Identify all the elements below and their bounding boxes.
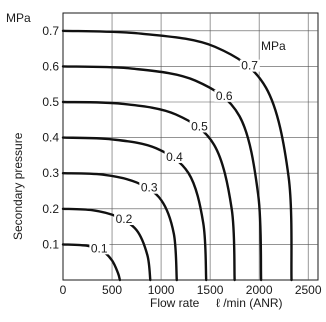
curve-label-background	[239, 59, 260, 72]
curve-0-1	[61, 243, 122, 282]
curve-labels: 0.1 0.2 0.3 0.4 0.5 0.6 0.7	[89, 59, 260, 255]
curve-label: 0.7	[241, 59, 258, 73]
y-tick-label: 0.6	[42, 59, 59, 73]
x-axis-unit: ℓ /min (ANR)	[216, 296, 283, 310]
y-tick-label: 0.3	[42, 166, 59, 180]
ticks: 0 500 1000 1500 2000 25000.10.20.30.40.50.60.…	[42, 24, 322, 297]
plot-area	[62, 12, 319, 281]
x-tick-label: 0	[60, 283, 67, 297]
curve-label: 0.6	[216, 89, 233, 103]
curve-label-background	[189, 120, 210, 133]
x-tick-label: 500	[102, 283, 122, 297]
y-unit-label: MPa	[6, 11, 31, 25]
curve-label-background	[89, 242, 110, 255]
curve-label-background	[139, 181, 160, 194]
x-tick-label: 1000	[148, 283, 175, 297]
x-tick-label: 1500	[197, 283, 224, 297]
curve-label: 0.3	[141, 181, 158, 195]
y-tick-label: 0.1	[42, 237, 59, 251]
x-axis-title: Flow rate	[150, 296, 200, 310]
legend-title: MPa	[261, 39, 286, 53]
curve-label-background	[114, 213, 135, 226]
y-tick-label: 0.7	[42, 24, 59, 38]
curve-label: 0.1	[91, 241, 108, 255]
y-axis-title: Secondary pressure	[11, 132, 25, 240]
y-tick-label: 0.2	[42, 202, 59, 216]
curve-label: 0.5	[191, 119, 208, 133]
curve-label-background	[164, 150, 185, 163]
y-tick-label: 0.5	[42, 95, 59, 109]
curve-label-background	[214, 89, 235, 102]
y-tick-label: 0.4	[42, 131, 59, 145]
curve-label: 0.2	[116, 212, 133, 226]
x-tick-label: 2000	[246, 283, 273, 297]
x-tick-label: 2500	[295, 283, 322, 297]
curve-label: 0.4	[166, 150, 183, 164]
